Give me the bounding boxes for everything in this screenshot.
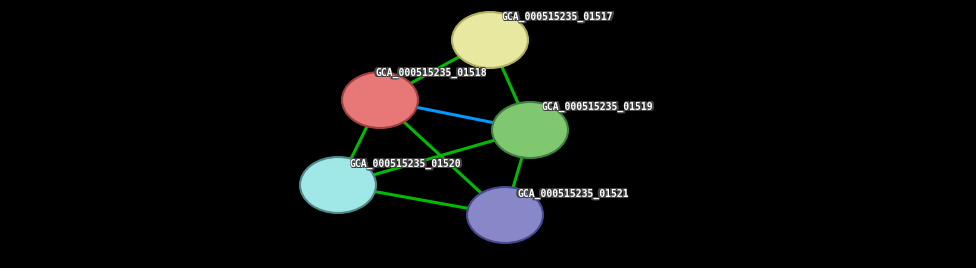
Text: GCA_000515235_01517: GCA_000515235_01517 bbox=[501, 12, 613, 22]
Text: GCA_000515235_01520: GCA_000515235_01520 bbox=[351, 160, 463, 170]
Text: GCA_000515235_01520: GCA_000515235_01520 bbox=[351, 159, 463, 169]
Text: GCA_000515235_01521: GCA_000515235_01521 bbox=[518, 190, 630, 200]
Ellipse shape bbox=[492, 102, 568, 158]
Text: GCA_000515235_01519: GCA_000515235_01519 bbox=[543, 101, 655, 111]
Text: GCA_000515235_01517: GCA_000515235_01517 bbox=[502, 12, 614, 22]
Text: GCA_000515235_01521: GCA_000515235_01521 bbox=[516, 188, 628, 198]
Text: GCA_000515235_01518: GCA_000515235_01518 bbox=[374, 67, 486, 77]
Text: GCA_000515235_01517: GCA_000515235_01517 bbox=[501, 13, 613, 23]
Text: GCA_000515235_01517: GCA_000515235_01517 bbox=[503, 12, 615, 22]
Text: GCA_000515235_01518: GCA_000515235_01518 bbox=[376, 68, 488, 78]
Ellipse shape bbox=[452, 12, 528, 68]
Text: GCA_000515235_01520: GCA_000515235_01520 bbox=[351, 158, 463, 168]
Text: GCA_000515235_01521: GCA_000515235_01521 bbox=[517, 190, 629, 200]
Text: GCA_000515235_01519: GCA_000515235_01519 bbox=[541, 103, 653, 113]
Text: GCA_000515235_01520: GCA_000515235_01520 bbox=[350, 159, 462, 169]
Text: GCA_000515235_01519: GCA_000515235_01519 bbox=[543, 102, 655, 112]
Text: GCA_000515235_01519: GCA_000515235_01519 bbox=[541, 102, 653, 112]
Text: GCA_000515235_01518: GCA_000515235_01518 bbox=[375, 69, 487, 79]
Text: GCA_000515235_01521: GCA_000515235_01521 bbox=[518, 188, 630, 198]
Text: GCA_000515235_01519: GCA_000515235_01519 bbox=[542, 103, 654, 113]
Text: GCA_000515235_01520: GCA_000515235_01520 bbox=[350, 158, 462, 168]
Text: GCA_000515235_01518: GCA_000515235_01518 bbox=[376, 67, 488, 77]
Text: GCA_000515235_01519: GCA_000515235_01519 bbox=[542, 101, 654, 111]
Text: GCA_000515235_01520: GCA_000515235_01520 bbox=[349, 158, 461, 168]
Text: GCA_000515235_01520: GCA_000515235_01520 bbox=[350, 160, 462, 170]
Text: GCA_000515235_01521: GCA_000515235_01521 bbox=[518, 189, 630, 199]
Text: GCA_000515235_01518: GCA_000515235_01518 bbox=[375, 67, 487, 77]
Ellipse shape bbox=[342, 72, 418, 128]
Text: GCA_000515235_01518: GCA_000515235_01518 bbox=[374, 68, 486, 78]
Text: GCA_000515235_01517: GCA_000515235_01517 bbox=[502, 11, 614, 21]
Ellipse shape bbox=[467, 187, 543, 243]
Text: GCA_000515235_01517: GCA_000515235_01517 bbox=[503, 13, 615, 23]
Text: GCA_000515235_01520: GCA_000515235_01520 bbox=[349, 159, 461, 169]
Text: GCA_000515235_01519: GCA_000515235_01519 bbox=[543, 103, 655, 113]
Ellipse shape bbox=[300, 157, 376, 213]
Text: GCA_000515235_01517: GCA_000515235_01517 bbox=[503, 11, 615, 21]
Text: GCA_000515235_01517: GCA_000515235_01517 bbox=[502, 13, 614, 23]
Text: GCA_000515235_01521: GCA_000515235_01521 bbox=[517, 188, 629, 198]
Text: GCA_000515235_01519: GCA_000515235_01519 bbox=[542, 102, 654, 112]
Text: GCA_000515235_01521: GCA_000515235_01521 bbox=[516, 190, 628, 200]
Text: GCA_000515235_01521: GCA_000515235_01521 bbox=[516, 189, 628, 199]
Text: GCA_000515235_01518: GCA_000515235_01518 bbox=[374, 69, 486, 79]
Text: GCA_000515235_01521: GCA_000515235_01521 bbox=[517, 189, 629, 199]
Text: GCA_000515235_01520: GCA_000515235_01520 bbox=[349, 160, 461, 170]
Text: GCA_000515235_01518: GCA_000515235_01518 bbox=[375, 68, 487, 78]
Text: GCA_000515235_01518: GCA_000515235_01518 bbox=[376, 69, 488, 79]
Text: GCA_000515235_01517: GCA_000515235_01517 bbox=[501, 11, 613, 21]
Text: GCA_000515235_01519: GCA_000515235_01519 bbox=[541, 101, 653, 111]
